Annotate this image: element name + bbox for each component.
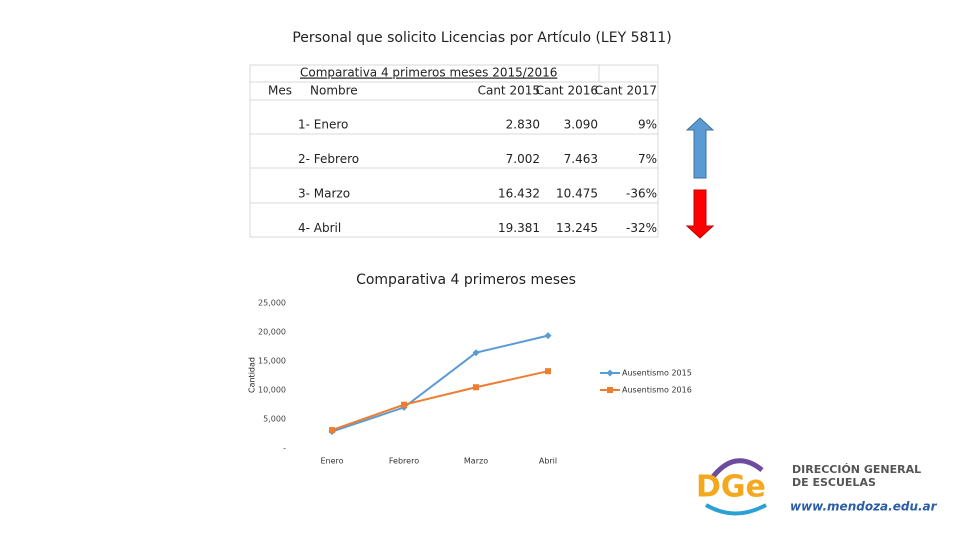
table-cell: -32% <box>626 221 657 235</box>
slide-title: Personal que solicito Licencias por Artí… <box>292 30 671 46</box>
legend-label: Ausentismo 2016 <box>622 386 692 395</box>
table-cell: -36% <box>626 187 657 201</box>
x-tick-label: Marzo <box>464 457 488 466</box>
logo-book <box>704 503 767 516</box>
logo-line2: DE ESCUELAS <box>792 476 876 489</box>
point-marker <box>329 427 335 434</box>
up-arrow <box>685 117 715 179</box>
point-marker <box>472 349 480 357</box>
y-tick-label: 25,000 <box>258 299 286 308</box>
table-cell: 13.245 <box>556 221 598 235</box>
y-tick-label: 20,000 <box>258 328 286 337</box>
y-tick-label: 15,000 <box>258 357 286 366</box>
series-line <box>331 334 549 433</box>
table-header: Mes <box>268 84 292 98</box>
logo-mark: DGe <box>696 470 766 505</box>
point-marker <box>473 384 479 391</box>
logo-url: www.mendoza.edu.ar <box>790 500 938 514</box>
table-cell: 7.002 <box>506 152 540 166</box>
table-header: Cant 2017 <box>595 84 657 98</box>
point-marker <box>606 369 614 377</box>
y-tick-label: 10,000 <box>258 386 286 395</box>
table-header: Cant 2015 <box>478 84 540 98</box>
table-cell: 2.830 <box>506 118 540 132</box>
logo-line1: DIRECCIÓN GENERAL <box>792 463 921 476</box>
table-caption: Comparativa 4 primeros meses 2015/2016 <box>300 66 557 80</box>
point-marker <box>401 401 407 408</box>
logo: DGe DIRECCIÓN GENERAL DE ESCUELAS www.me… <box>696 458 938 516</box>
down-arrow <box>685 189 715 239</box>
table-header: Cant 2016 <box>536 84 598 98</box>
table-cell: 7% <box>638 152 657 166</box>
table-cell: 1- Enero <box>298 118 348 132</box>
series-line <box>331 370 549 432</box>
point-marker <box>545 368 551 375</box>
table-cell: 3- Marzo <box>298 187 350 201</box>
table-cell: 16.432 <box>498 187 540 201</box>
table-cell: 3.090 <box>564 118 598 132</box>
legend-label: Ausentismo 2015 <box>622 369 692 378</box>
table-cell: 19.381 <box>498 221 540 235</box>
x-tick-label: Febrero <box>389 457 419 466</box>
table-cell: 9% <box>638 118 657 132</box>
table-cell: 4- Abril <box>298 221 341 235</box>
x-tick-label: Enero <box>320 457 343 466</box>
table-cell: 10.475 <box>556 187 598 201</box>
y-tick-label: - <box>283 444 286 453</box>
logo-arc <box>710 458 764 480</box>
table-cell: 7.463 <box>564 152 598 166</box>
table-cell: 2- Febrero <box>298 152 359 166</box>
point-marker <box>607 387 613 393</box>
y-tick-label: 5,000 <box>263 415 286 424</box>
x-tick-label: Abril <box>539 457 557 466</box>
y-axis-label: Cantidad <box>248 357 257 393</box>
chart-title: Comparativa 4 primeros meses <box>356 272 576 288</box>
table-header: Nombre <box>310 84 358 98</box>
table-frame <box>249 64 659 238</box>
point-marker <box>544 332 552 340</box>
